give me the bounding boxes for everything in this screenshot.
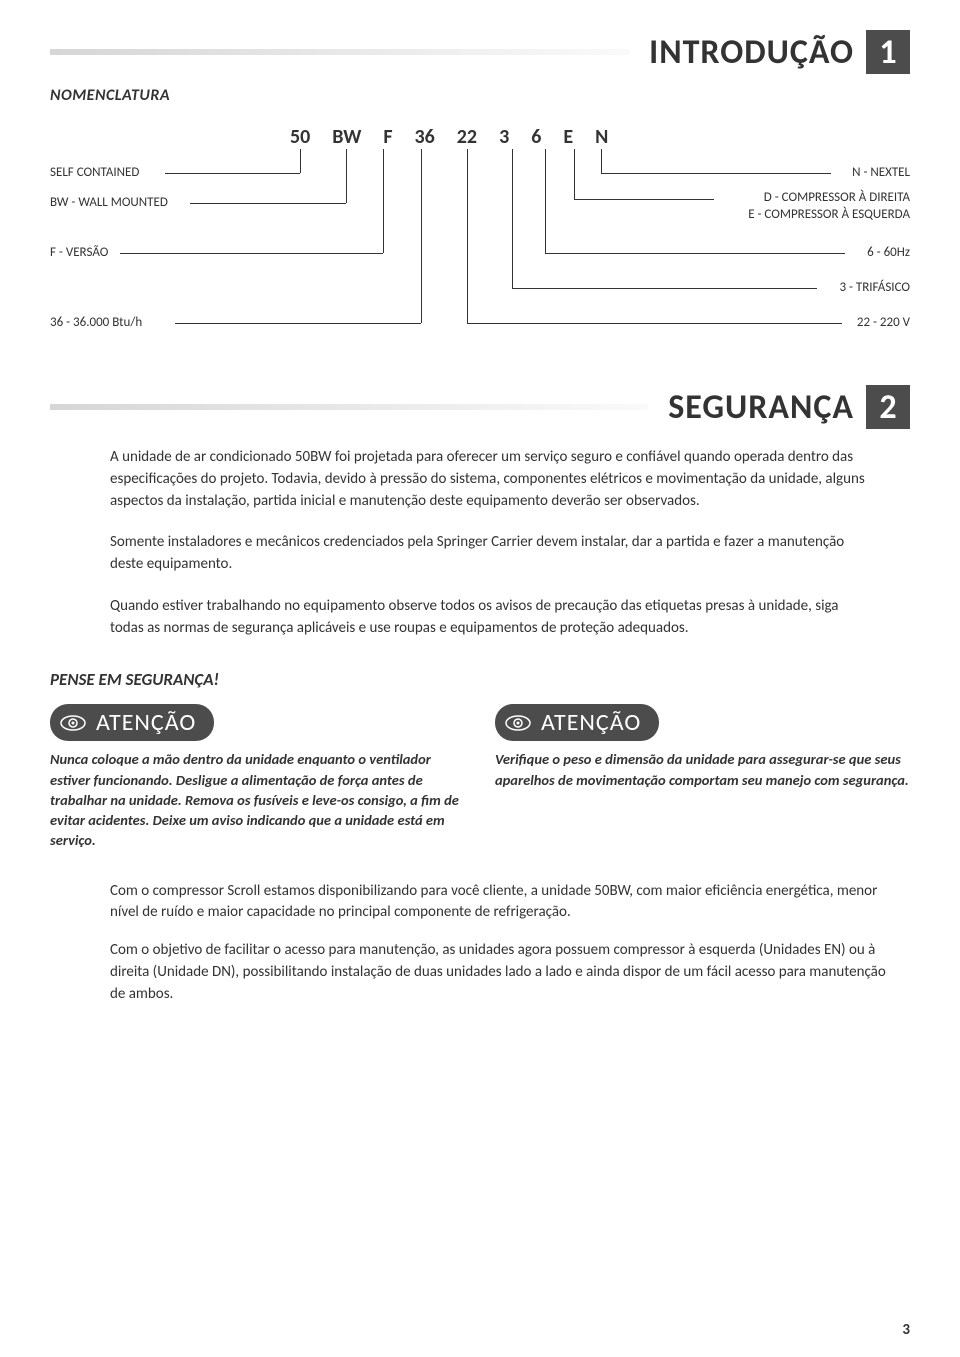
line-v: [346, 149, 347, 203]
atencao-badge-right: ATENÇÃO: [495, 704, 659, 741]
nomen-right-2a: D - COMPRESSOR À DIREITA: [764, 190, 910, 205]
nomen-right-2b: E - COMPRESSOR À ESQUERDA: [748, 207, 910, 222]
line-h: [467, 323, 842, 324]
nomen-right-5: 22 - 220 V: [857, 315, 910, 330]
line-h: [545, 253, 845, 254]
line-h: [601, 173, 831, 174]
atencao-badge-text: ATENÇÃO: [541, 708, 641, 737]
line-v: [467, 149, 468, 323]
line-v: [300, 149, 301, 173]
code-1: BW: [332, 125, 361, 149]
nomenclature-diagram: 50 BW F 36 22 3 6 E N SELF CONTAINED BW …: [50, 125, 910, 345]
code-6: 6: [531, 125, 541, 149]
atencao-badge-left: ATENÇÃO: [50, 704, 214, 741]
nomenclature-code: 50 BW F 36 22 3 6 E N: [290, 125, 608, 149]
line-h: [120, 253, 383, 254]
atencao-left-text: Nunca coloque a mão dentro da unidade en…: [50, 749, 465, 850]
line-h: [190, 203, 346, 204]
nomen-right-3: 6 - 60Hz: [867, 245, 910, 260]
nomen-left-2: BW - WALL MOUNTED: [50, 195, 168, 210]
atencao-badge-text: ATENÇÃO: [96, 708, 196, 737]
section-2-title: SEGURANÇA: [668, 387, 854, 428]
code-2: F: [383, 125, 392, 149]
code-0: 50: [290, 125, 310, 149]
code-3: 36: [415, 125, 435, 149]
line-v: [601, 149, 602, 173]
code-8: N: [595, 125, 608, 149]
nomen-right-1: N - NEXTEL: [852, 165, 910, 180]
page-number: 3: [902, 1321, 910, 1339]
seguranca-p2: Somente instaladores e mecânicos credenc…: [110, 532, 870, 576]
code-5: 3: [499, 125, 509, 149]
nomen-left-3: F - VERSÃO: [50, 245, 108, 260]
section-2-number: 2: [866, 385, 910, 429]
atencao-left-col: ATENÇÃO Nunca coloque a mão dentro da un…: [50, 704, 465, 850]
eye-icon: [60, 715, 86, 731]
section-1-number: 1: [866, 30, 910, 74]
line-v: [574, 149, 575, 199]
line-h: [165, 173, 300, 174]
atencao-right-col: ATENÇÃO Verifique o peso e dimensão da u…: [495, 704, 910, 850]
section-1-title: INTRODUÇÃO: [649, 32, 854, 73]
code-4: 22: [457, 125, 477, 149]
line-h: [175, 323, 421, 324]
header-bar: [50, 49, 629, 55]
seguranca-p3: Quando estiver trabalhando no equipament…: [110, 596, 870, 640]
section-1-header: INTRODUÇÃO 1: [50, 30, 910, 74]
line-h: [512, 288, 817, 289]
header-bar: [50, 404, 648, 410]
line-v: [545, 149, 546, 253]
line-v: [421, 149, 422, 323]
nomen-left-4: 36 - 36.000 Btu/h: [50, 315, 142, 330]
eye-icon: [505, 715, 531, 731]
atencao-right-text: Verifique o peso e dimensão da unidade p…: [495, 749, 910, 790]
atencao-row: ATENÇÃO Nunca coloque a mão dentro da un…: [50, 704, 910, 850]
footer-p2: Com o objetivo de facilitar o acesso par…: [110, 940, 890, 1005]
pense-heading: PENSE EM SEGURANÇA!: [50, 669, 910, 690]
nomen-left-1: SELF CONTAINED: [50, 165, 139, 180]
seguranca-p1: A unidade de ar condicionado 50BW foi pr…: [110, 447, 870, 512]
nomenclatura-label: NOMENCLATURA: [50, 86, 910, 105]
section-2-header: SEGURANÇA 2: [50, 385, 910, 429]
line-v: [383, 149, 384, 253]
line-h: [574, 199, 714, 200]
line-v: [512, 149, 513, 288]
code-7: E: [563, 125, 573, 149]
footer-p1: Com o compressor Scroll estamos disponib…: [110, 881, 890, 925]
nomen-right-4: 3 - TRIFÁSICO: [839, 280, 910, 295]
